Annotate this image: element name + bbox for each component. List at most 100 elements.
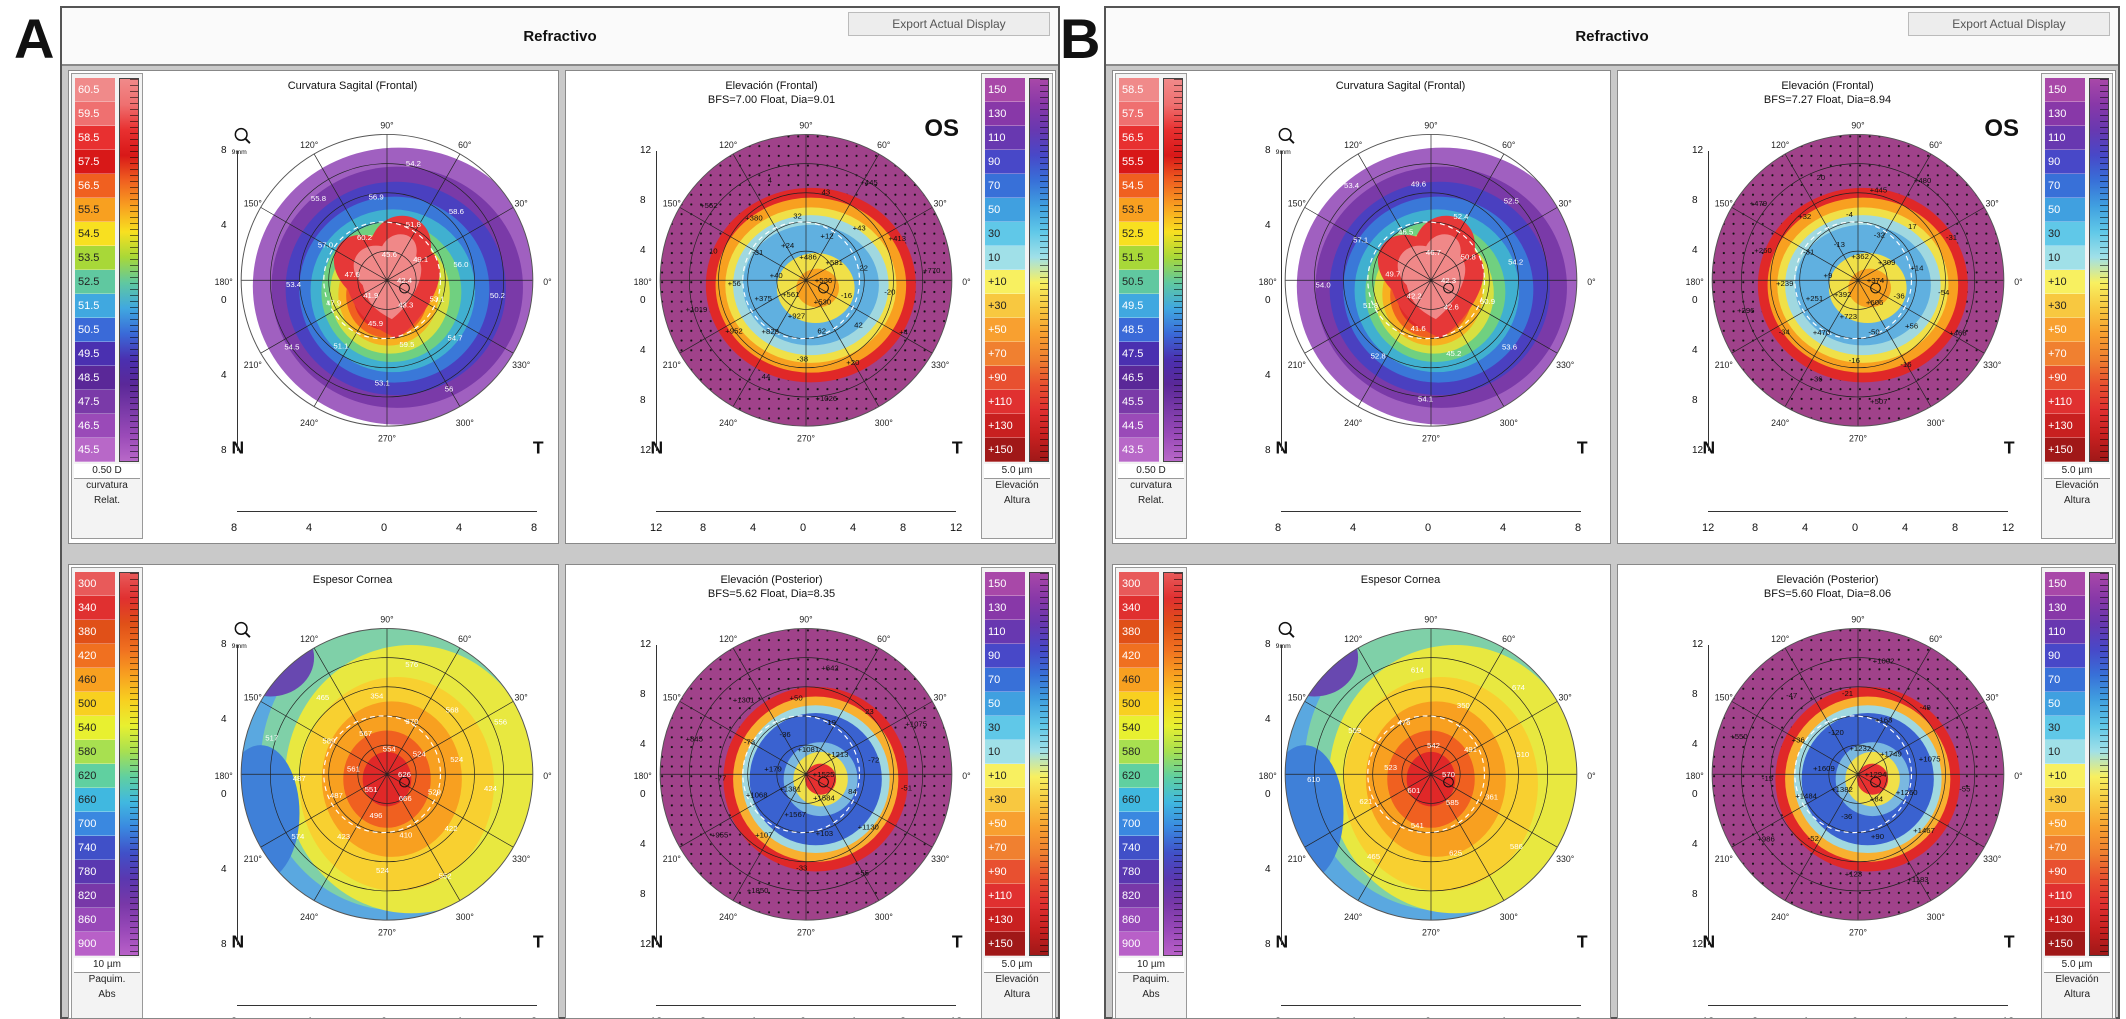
legend-footer-text: 5.0 µm xyxy=(984,464,1050,479)
figure-panel-label: B xyxy=(1060,7,1101,70)
legend-value: 70 xyxy=(985,668,1025,692)
map-value-label: +362 xyxy=(1851,252,1869,261)
y-axis-tick: 4 xyxy=(1265,714,1271,725)
map-value-label: +239 xyxy=(1776,279,1794,288)
map-value-label: -51 xyxy=(901,784,912,793)
zoom-mm-label: 9mm xyxy=(1276,149,1291,156)
degree-label: 240° xyxy=(300,912,318,922)
map-title: Elevación (Frontal) xyxy=(1781,80,1874,92)
map-value-label: +14 xyxy=(1910,263,1924,272)
x-axis-tick: 12 xyxy=(950,1016,962,1018)
degree-label: 60° xyxy=(1929,140,1942,150)
x-axis-tick: 4 xyxy=(306,522,313,534)
map-value-label: +9 xyxy=(1823,271,1832,280)
legend-footer-text: curvatura xyxy=(1130,480,1172,491)
legend-value: 380 xyxy=(1119,620,1159,644)
map-value-label: 52.5 xyxy=(1504,196,1519,205)
map-value-label: 554 xyxy=(383,745,397,754)
legend-value: 10 xyxy=(2045,740,2085,764)
legend-value: +30 xyxy=(985,294,1025,318)
map-value-label: 614 xyxy=(1411,665,1425,674)
y-axis-tick: 8 xyxy=(1265,639,1271,650)
map-value-label: 46.7 xyxy=(1426,248,1441,257)
map-border xyxy=(659,627,953,921)
x-axis-tick: 8 xyxy=(700,522,707,534)
x-axis: 8 4 0 4 8 xyxy=(1275,1005,1581,1018)
map-value-label: +1183 xyxy=(1907,875,1928,884)
legend-value: +110 xyxy=(2045,390,2085,414)
y-axis-tick: 12 xyxy=(640,445,652,456)
x-axis-tick: 0 xyxy=(1852,522,1859,534)
legend-value: +150 xyxy=(2045,438,2085,462)
degree-label: 300° xyxy=(456,912,474,922)
legend-footer-text: Relat. xyxy=(93,495,121,506)
legend-footer-text: 10 µm xyxy=(1118,958,1184,973)
map-area: 90° 270° 0° 180° 120° 60° 150° 30° 210° 330° 240° 3… xyxy=(1191,565,1610,1018)
degree-label: 270° xyxy=(1422,434,1440,444)
window-title: Refractivo xyxy=(1575,28,1649,45)
legend-value: 300 xyxy=(75,572,115,596)
legend-value: 48.5 xyxy=(1119,318,1159,342)
degree-label: 210° xyxy=(1288,854,1306,864)
map-value-label: +1749 xyxy=(1880,749,1902,758)
map-value-label: 510 xyxy=(1516,750,1530,759)
map-value-label: +1026 xyxy=(815,394,837,403)
degree-label: 30° xyxy=(934,198,947,208)
polar-grid xyxy=(1712,628,2004,921)
corneal-map: 90° 270° 0° 180° 120° 60° 150° 30° 210° 330° 240° 3… xyxy=(1259,615,1596,952)
export-actual-display-button[interactable]: Export Actual Display xyxy=(1908,12,2110,36)
refractivo-window: Refractivo Export Actual Display Curvatura… xyxy=(60,6,1060,1019)
y-axis-tick: 8 xyxy=(640,195,646,206)
pupil-center-marker xyxy=(1443,282,1454,294)
map-value-label: +107 xyxy=(755,830,773,839)
legend-value: 51.5 xyxy=(1119,246,1159,270)
map-value-label: -72 xyxy=(868,755,879,764)
zoom-icon[interactable] xyxy=(234,621,251,638)
zoom-icon[interactable] xyxy=(1278,127,1295,144)
legend-value: 10 xyxy=(985,740,1025,764)
legend-wrapper: 150 130 110 90 70 50 30 10 +10 +30 +50 +70 +90 +110 +1… xyxy=(2039,71,2115,543)
x-axis-tick: 8 xyxy=(531,1016,537,1018)
legend-footer-text: Relat. xyxy=(1137,495,1165,506)
map-value-label: 10 xyxy=(709,247,718,256)
map-border xyxy=(1711,133,2005,427)
legend-value: 110 xyxy=(2045,126,2085,150)
zoom-icon[interactable] xyxy=(1278,621,1295,638)
legend-value: 740 xyxy=(1119,836,1159,860)
map-value-label: -34 xyxy=(1779,328,1791,337)
legend-value: 460 xyxy=(75,668,115,692)
degree-label: 330° xyxy=(1556,360,1574,370)
map-value-label: 523 xyxy=(1384,763,1397,772)
y-axis-tick: 8 xyxy=(221,145,227,156)
legend-value: 380 xyxy=(75,620,115,644)
map-value-label: +561 xyxy=(782,290,800,299)
degree-label: 0° xyxy=(2014,277,2022,287)
legend-value: 420 xyxy=(75,644,115,668)
degree-label: 330° xyxy=(512,360,530,370)
x-axis-tick: 4 xyxy=(750,1016,756,1018)
y-axis-tick: 4 xyxy=(221,220,227,231)
y-axis: 12 8 4 0 4 8 12 xyxy=(640,639,657,950)
map-value-label: -20 xyxy=(884,287,896,296)
map-value-label: +562 xyxy=(700,201,718,210)
export-actual-display-button[interactable]: Export Actual Display xyxy=(848,12,1050,36)
map-value-label: -16 xyxy=(1849,356,1860,365)
y-axis-tick: 4 xyxy=(640,739,646,750)
degree-label: 120° xyxy=(1771,634,1789,644)
map-value-label: 574 xyxy=(291,832,305,841)
map-value-label: 52.4 xyxy=(1453,212,1469,221)
map-title: Elevación (Posterior) xyxy=(720,574,823,586)
x-axis-tick: 8 xyxy=(900,522,907,534)
degree-label: 210° xyxy=(663,854,681,864)
y-axis-tick: 0 xyxy=(1265,295,1271,306)
degree-label: 30° xyxy=(1559,198,1572,208)
degree-label: 270° xyxy=(797,928,815,938)
zoom-icon[interactable] xyxy=(234,127,251,144)
map-value-label: -33 xyxy=(796,863,807,872)
y-axis-tick: 0 xyxy=(1692,789,1698,800)
map-value-label: +1130 xyxy=(858,823,880,832)
map-value-label: 354 xyxy=(370,691,384,700)
legend-value: 50 xyxy=(2045,198,2085,222)
map-value-label: +296 xyxy=(1737,306,1755,315)
degree-label: 240° xyxy=(300,418,318,428)
